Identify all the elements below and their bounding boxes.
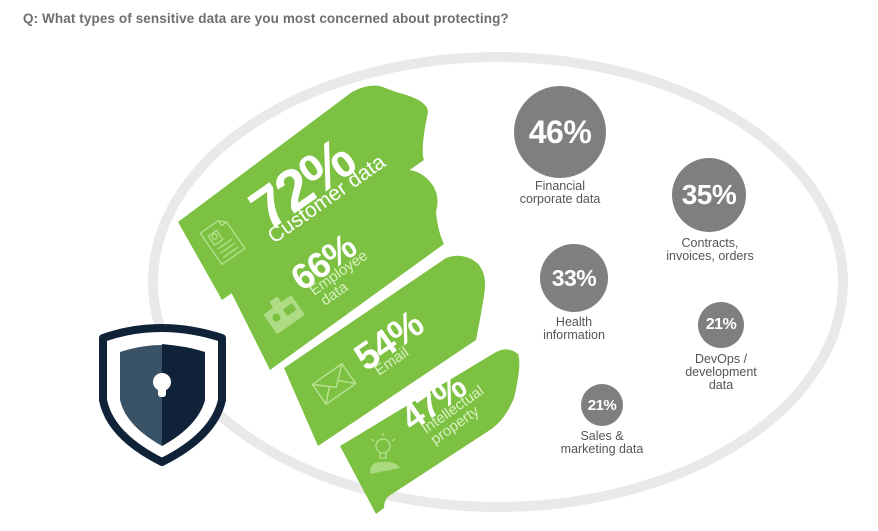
envelope-icon <box>311 362 357 406</box>
circle-1-percent: 46% <box>528 113 592 150</box>
circle-3-label-line2: information <box>543 328 605 342</box>
circle-2-label: Contracts, invoices, orders <box>650 237 770 263</box>
circle-4-label-line2: development <box>685 365 757 379</box>
document-profile-icon <box>199 219 246 266</box>
circle-devops-development-data: 21% <box>698 302 744 348</box>
circle-5-label: Sales & marketing data <box>542 430 662 456</box>
circle-4-percent: 21% <box>705 316 737 333</box>
lightbulb-person-icon <box>370 433 400 474</box>
question-title: Q: What types of sensitive data are you … <box>23 11 509 26</box>
circle-2-label-line1: Contracts, <box>681 236 739 250</box>
circle-2-percent: 35% <box>681 179 737 210</box>
circle-financial-corporate-data: 46% <box>514 86 606 178</box>
circle-health-information: 33% <box>540 244 608 312</box>
circle-3-label-line1: Health <box>555 315 593 329</box>
circle-3-label: Health information <box>514 316 634 342</box>
circle-4-label-line3: data <box>708 378 734 392</box>
id-badge-icon <box>264 295 305 334</box>
circle-2-label-line2: invoices, orders <box>666 249 754 263</box>
circle-contracts-invoices-orders: 35% <box>672 158 746 232</box>
circle-3-percent: 33% <box>551 264 597 291</box>
circle-1-label-line2: corporate data <box>519 192 601 206</box>
ribbon-email: 54% Email <box>284 255 485 446</box>
circle-4-label: DevOps / development data <box>666 353 776 392</box>
circle-4-label-line1: DevOps / <box>694 352 748 366</box>
circle-1-label-line1: Financial <box>534 179 586 193</box>
circle-1-label: Financial corporate data <box>500 180 620 206</box>
shield-lock-icon <box>99 324 226 466</box>
background-ellipse <box>148 52 848 512</box>
circle-5-percent: 21% <box>587 396 617 414</box>
circle-sales-marketing-data: 21% <box>581 384 623 426</box>
circle-5-label-line2: marketing data <box>560 442 644 456</box>
ribbon-employee-data: 66% Employee data <box>230 169 444 370</box>
circle-5-label-line1: Sales & <box>580 429 624 443</box>
